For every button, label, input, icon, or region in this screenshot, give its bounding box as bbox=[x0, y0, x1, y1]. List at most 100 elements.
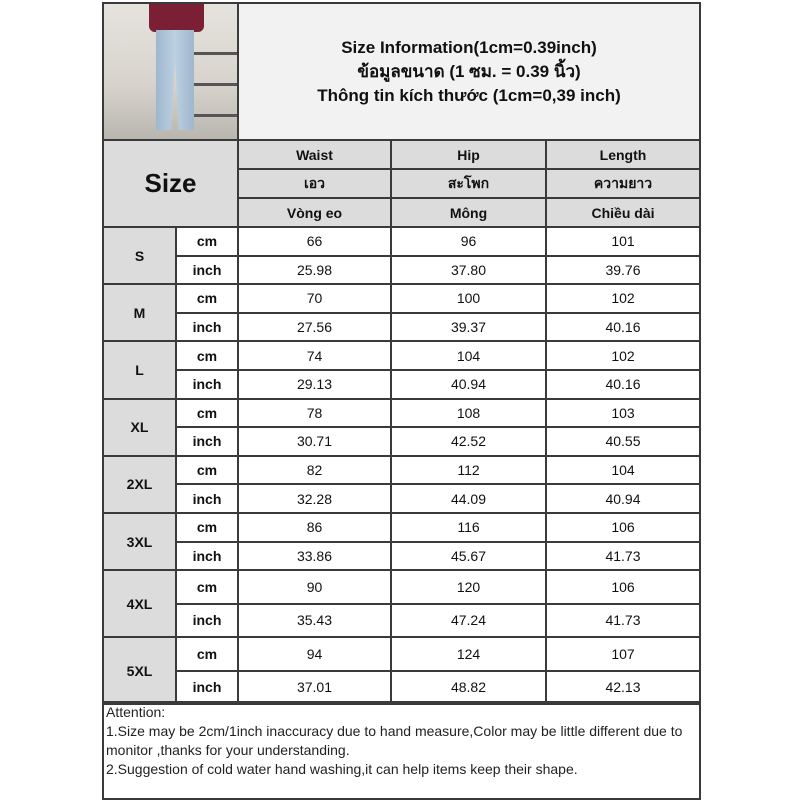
hip-cm-value: 96 bbox=[390, 226, 547, 257]
product-photo bbox=[102, 2, 239, 141]
title-cell: Size Information(1cm=0.39inch) ข้อมูลขนา… bbox=[237, 2, 701, 141]
title-en: Size Information(1cm=0.39inch) bbox=[341, 37, 597, 57]
size-label: 4XL bbox=[102, 569, 177, 639]
size-header: Size bbox=[102, 139, 239, 228]
hip-cm-value: 124 bbox=[390, 636, 547, 672]
length-inch-value: 40.94 bbox=[545, 483, 701, 514]
table-row: 5XL cm 94 124 107 bbox=[102, 636, 701, 706]
length-cm-value: 102 bbox=[545, 340, 701, 371]
waist-inch-value: 33.86 bbox=[237, 540, 392, 572]
col-waist-en: Waist bbox=[237, 139, 392, 170]
waist-inch-value: 37.01 bbox=[237, 669, 392, 706]
waist-cm-value: 74 bbox=[237, 340, 392, 371]
unit-label: inch bbox=[175, 540, 239, 572]
length-cm-value: 101 bbox=[545, 226, 701, 257]
unit-label: cm bbox=[175, 511, 239, 543]
table-row: 2XL cm 82 112 104 bbox=[102, 454, 701, 514]
hip-cm-value: 108 bbox=[390, 397, 547, 429]
hip-cm-value: 112 bbox=[390, 454, 547, 486]
attention-line-1: 1.Size may be 2cm/1inch inaccuracy due t… bbox=[106, 723, 687, 758]
hip-cm-value: 104 bbox=[390, 340, 547, 371]
waist-cm-value: 86 bbox=[237, 511, 392, 543]
unit-label: cm bbox=[175, 340, 239, 371]
col-waist-th: เอว bbox=[237, 168, 392, 199]
length-inch-value: 39.76 bbox=[545, 254, 701, 286]
unit-label: inch bbox=[175, 483, 239, 514]
size-label: M bbox=[102, 283, 177, 343]
length-inch-value: 41.73 bbox=[545, 540, 701, 572]
length-cm-value: 106 bbox=[545, 511, 701, 543]
size-label: L bbox=[102, 340, 177, 400]
table-row: inch 30.71 42.52 40.55 bbox=[103, 426, 701, 457]
title-vi: Thông tin kích thước (1cm=0,39 inch) bbox=[317, 85, 621, 105]
table-row: inch 37.01 48.82 42.13 bbox=[103, 669, 701, 706]
unit-label: inch bbox=[175, 426, 239, 457]
hip-inch-value: 44.09 bbox=[390, 483, 547, 514]
length-cm-value: 102 bbox=[545, 283, 701, 314]
waist-cm-value: 66 bbox=[237, 226, 392, 257]
size-chart: Size Information(1cm=0.39inch) ข้อมูลขนา… bbox=[102, 2, 701, 706]
waist-cm-value: 70 bbox=[237, 283, 392, 314]
hip-cm-value: 120 bbox=[390, 569, 547, 605]
hip-inch-value: 48.82 bbox=[390, 669, 547, 706]
table-row: inch 33.86 45.67 41.73 bbox=[103, 540, 701, 572]
length-inch-value: 41.73 bbox=[545, 602, 701, 639]
length-inch-value: 40.16 bbox=[545, 368, 701, 400]
attention-heading: Attention: bbox=[106, 704, 166, 720]
unit-label: inch bbox=[175, 311, 239, 343]
table-row: 4XL cm 90 120 106 bbox=[102, 569, 701, 639]
hip-inch-value: 40.94 bbox=[390, 368, 547, 400]
length-cm-value: 107 bbox=[545, 636, 701, 672]
waist-inch-value: 35.43 bbox=[237, 602, 392, 639]
size-label: 3XL bbox=[102, 511, 177, 572]
length-inch-value: 40.16 bbox=[545, 311, 701, 343]
attention-line-2: 2.Suggestion of cold water hand washing,… bbox=[106, 761, 578, 777]
waist-inch-value: 32.28 bbox=[237, 483, 392, 514]
length-cm-value: 103 bbox=[545, 397, 701, 429]
hip-inch-value: 39.37 bbox=[390, 311, 547, 343]
col-hip-vi: Mông bbox=[390, 197, 547, 228]
table-row: inch 29.13 40.94 40.16 bbox=[103, 368, 701, 400]
waist-cm-value: 78 bbox=[237, 397, 392, 429]
hip-inch-value: 45.67 bbox=[390, 540, 547, 572]
hip-cm-value: 100 bbox=[390, 283, 547, 314]
unit-label: inch bbox=[175, 254, 239, 286]
unit-label: inch bbox=[175, 669, 239, 706]
unit-label: cm bbox=[175, 283, 239, 314]
col-hip-en: Hip bbox=[390, 139, 547, 170]
hip-cm-value: 116 bbox=[390, 511, 547, 543]
length-cm-value: 106 bbox=[545, 569, 701, 605]
col-length-th: ความยาว bbox=[545, 168, 701, 199]
size-table: Size Information(1cm=0.39inch) ข้อมูลขนา… bbox=[102, 2, 701, 706]
col-length-en: Length bbox=[545, 139, 701, 170]
col-hip-th: สะโพก bbox=[390, 168, 547, 199]
size-label: 2XL bbox=[102, 454, 177, 514]
table-row: XL cm 78 108 103 bbox=[102, 397, 701, 457]
waist-inch-value: 30.71 bbox=[237, 426, 392, 457]
unit-label: cm bbox=[175, 397, 239, 429]
unit-label: cm bbox=[175, 226, 239, 257]
unit-label: cm bbox=[175, 569, 239, 605]
unit-label: inch bbox=[175, 602, 239, 639]
hip-inch-value: 37.80 bbox=[390, 254, 547, 286]
length-inch-value: 40.55 bbox=[545, 426, 701, 457]
size-label: S bbox=[102, 225, 177, 286]
table-row: inch 25.98 37.80 39.76 bbox=[103, 254, 701, 286]
unit-label: inch bbox=[175, 368, 239, 400]
waist-inch-value: 29.13 bbox=[237, 368, 392, 400]
unit-label: cm bbox=[175, 636, 239, 672]
table-row: inch 32.28 44.09 40.94 bbox=[103, 483, 701, 514]
title-th: ข้อมูลขนาด (1 ซม. = 0.39 นิ้ว) bbox=[357, 61, 581, 81]
hip-inch-value: 47.24 bbox=[390, 602, 547, 639]
col-length-vi: Chiều dài bbox=[545, 197, 701, 228]
waist-cm-value: 94 bbox=[237, 636, 392, 672]
waist-inch-value: 27.56 bbox=[237, 311, 392, 343]
col-waist-vi: Vòng eo bbox=[237, 197, 392, 228]
waist-inch-value: 25.98 bbox=[237, 254, 392, 286]
length-cm-value: 104 bbox=[545, 454, 701, 486]
attention-note: Attention: 1.Size may be 2cm/1inch inacc… bbox=[102, 701, 701, 800]
size-label: 5XL bbox=[102, 636, 177, 706]
table-row: inch 27.56 39.37 40.16 bbox=[103, 311, 701, 343]
